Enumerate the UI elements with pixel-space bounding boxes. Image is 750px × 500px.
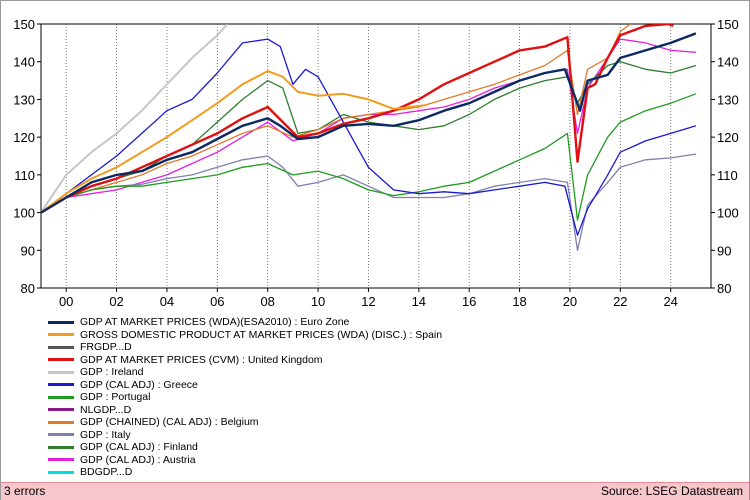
legend-item: GDP : Ireland [48,366,442,379]
legend-label: GDP (CAL ADJ) : Greece [80,378,198,391]
y-tick-label-left: 150 [13,17,35,32]
legend-swatch [48,433,74,437]
y-tick-label-right: 80 [717,281,731,296]
x-tick-label: 08 [260,294,274,309]
x-tick-label: 14 [412,294,426,309]
legend-label: GDP : Ireland [80,366,144,378]
x-tick-label: 10 [311,294,325,309]
legend-item: GDP : Italy [48,429,442,442]
y-tick-label-left: 100 [13,206,35,221]
legend-swatch [48,395,74,399]
y-tick-label-left: 140 [13,55,35,70]
legend-swatch [48,345,74,349]
y-tick-label-left: 80 [21,281,35,296]
legend-swatch [48,370,74,374]
legend-swatch [48,458,74,462]
x-tick-label: 16 [462,294,476,309]
y-tick-label-left: 130 [13,92,35,107]
legend-label: GROSS DOMESTIC PRODUCT AT MARKET PRICES … [80,328,443,341]
legend-label: FRGDP...D [80,341,132,353]
legend-item: GDP AT MARKET PRICES (CVM) : United King… [48,354,442,367]
plot-area [40,23,712,289]
y-tick-label-left: 90 [21,243,35,258]
legend-label: GDP (CAL ADJ) : Austria [80,453,196,466]
legend: GDP AT MARKET PRICES (WDA)(ESA2010) : Eu… [48,316,442,479]
legend-swatch [48,470,74,474]
series-line-gdp-italy [41,153,696,251]
legend-item: GDP (CAL ADJ) : Austria [48,454,442,467]
legend-label: BDGDP...D [80,466,133,478]
legend-item: GDP (CAL ADJ) : Greece [48,379,442,392]
y-tick-label-right: 130 [717,92,739,107]
x-tick-label: 18 [512,294,526,309]
series-line-gdp-portugal [41,93,697,221]
x-tick-label: 12 [361,294,375,309]
legend-item: BDGDP...D [48,466,442,479]
y-tick-label-left: 110 [14,168,35,183]
legend-swatch [48,445,74,449]
line-chart: 00 02 04 06 08 10 12 14 16 18 20 22 24 80 80 90 90 100 100… [13,17,738,309]
y-tick-label-right: 100 [717,206,739,221]
x-tick-label: 04 [160,294,174,309]
y-tick-label-left: 120 [13,130,35,145]
legend-label: GDP AT MARKET PRICES (WDA)(ESA2010) : Eu… [80,316,350,328]
series-line-gdp-cal-adj-greece [41,38,697,236]
y-tick-label-right: 120 [717,130,739,145]
legend-swatch [48,320,74,324]
x-tick-label: 22 [613,294,627,309]
legend-item: GDP : Portugal [48,391,442,404]
status-bar: 3 errors Source: LSEG Datastream [1,482,749,500]
series-line-gdp-ireland [41,24,229,214]
x-tick-label: 24 [663,294,677,309]
legend-item: GROSS DOMESTIC PRODUCT AT MARKET PRICES … [48,329,442,342]
series-lines [41,24,697,251]
source-label: Source: LSEG Datastream [600,484,743,498]
legend-label: GDP AT MARKET PRICES (CVM) : United King… [80,353,323,366]
legend-label: GDP : Italy [80,428,131,441]
legend-label: GDP (CAL ADJ) : Finland [80,441,198,453]
y-tick-label-right: 110 [717,168,738,183]
y-tick-label-right: 150 [717,17,739,32]
legend-swatch [48,383,74,387]
legend-item: GDP (CAL ADJ) : Finland [48,441,442,454]
x-tick-label: 02 [109,294,123,309]
legend-swatch [48,333,74,337]
x-tick-label: 20 [563,294,577,309]
series-line-gdp-at-market-prices-cvm-united-kingdom [41,24,674,214]
legend-swatch [48,420,74,424]
legend-item: GDP (CHAINED) (CAL ADJ) : Belgium [48,416,442,429]
error-count[interactable]: 3 errors [4,484,46,498]
legend-item: NLGDP...D [48,404,442,417]
legend-label: NLGDP...D [80,403,132,416]
legend-label: GDP : Portugal [80,391,151,403]
legend-swatch [48,358,74,362]
y-tick-label-right: 90 [717,243,731,258]
legend-label: GDP (CHAINED) (CAL ADJ) : Belgium [80,416,259,428]
legend-item: GDP AT MARKET PRICES (WDA)(ESA2010) : Eu… [48,316,442,329]
y-tick-label-right: 140 [717,55,739,70]
legend-item: FRGDP...D [48,341,442,354]
x-tick-label: 00 [59,294,73,309]
legend-swatch [48,408,74,412]
series-line-gdp-at-market-prices-wda-esa2010-euro-zone [41,32,697,214]
series-line-gross-domestic-product-at-market-prices-wda-disc-spain [41,70,427,214]
axis-ticks: 00 02 04 06 08 10 12 14 16 18 20 22 24 80 80 90 90 100 100… [13,17,738,309]
x-tick-label: 06 [210,294,224,309]
